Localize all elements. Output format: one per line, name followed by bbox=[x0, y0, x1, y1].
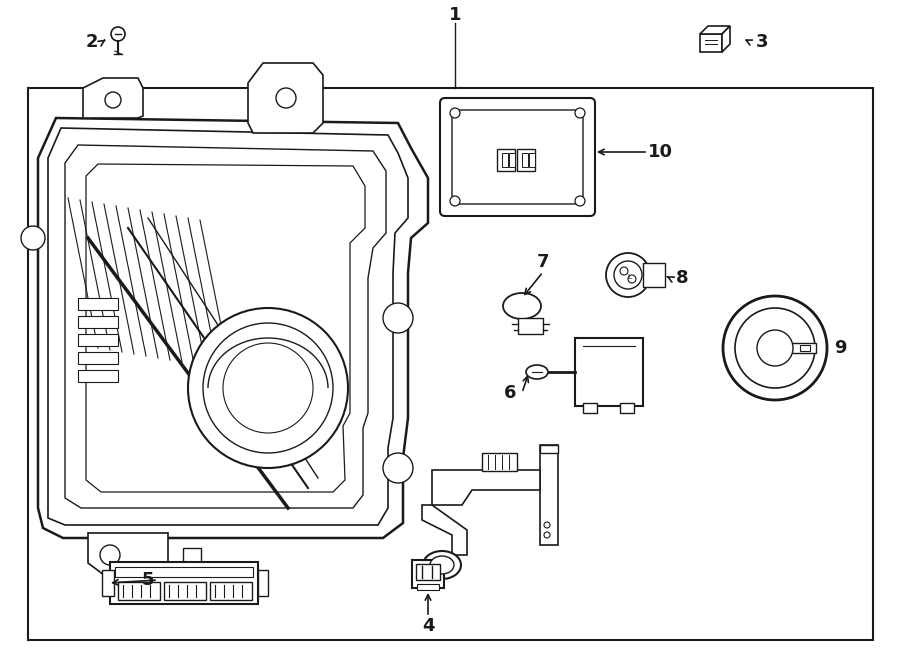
Bar bbox=[412, 560, 444, 588]
Bar bbox=[620, 403, 634, 413]
Circle shape bbox=[735, 308, 815, 388]
Circle shape bbox=[575, 196, 585, 206]
Bar bbox=[583, 403, 597, 413]
Text: 9: 9 bbox=[833, 339, 846, 357]
Bar bbox=[118, 582, 160, 600]
Bar bbox=[28, 88, 873, 640]
Circle shape bbox=[105, 92, 121, 108]
Bar bbox=[78, 334, 118, 346]
Circle shape bbox=[188, 308, 348, 468]
Text: 3: 3 bbox=[756, 33, 769, 51]
Polygon shape bbox=[722, 26, 730, 52]
Circle shape bbox=[628, 275, 636, 283]
Polygon shape bbox=[38, 118, 428, 538]
Circle shape bbox=[223, 343, 313, 433]
Polygon shape bbox=[248, 63, 323, 133]
Circle shape bbox=[723, 296, 827, 400]
Bar bbox=[540, 445, 558, 545]
Polygon shape bbox=[88, 533, 168, 578]
FancyBboxPatch shape bbox=[440, 98, 595, 216]
Circle shape bbox=[383, 453, 413, 483]
Circle shape bbox=[21, 226, 45, 250]
Bar bbox=[529, 153, 535, 167]
Bar bbox=[210, 582, 252, 600]
Bar bbox=[417, 584, 439, 590]
Circle shape bbox=[100, 545, 120, 565]
Text: 7: 7 bbox=[536, 253, 549, 271]
Circle shape bbox=[614, 261, 642, 289]
Circle shape bbox=[575, 108, 585, 118]
Bar bbox=[183, 573, 201, 591]
Bar bbox=[497, 149, 515, 171]
Polygon shape bbox=[432, 470, 540, 505]
Bar bbox=[115, 567, 253, 577]
Text: 10: 10 bbox=[647, 143, 672, 161]
Bar bbox=[522, 153, 528, 167]
Ellipse shape bbox=[423, 551, 461, 579]
Circle shape bbox=[544, 532, 550, 538]
Circle shape bbox=[450, 196, 460, 206]
Circle shape bbox=[606, 253, 650, 297]
Bar bbox=[509, 153, 515, 167]
Text: 5: 5 bbox=[142, 571, 154, 589]
Circle shape bbox=[111, 27, 125, 41]
Polygon shape bbox=[540, 445, 558, 453]
Text: 2: 2 bbox=[86, 33, 98, 51]
Circle shape bbox=[383, 303, 413, 333]
Bar bbox=[164, 582, 206, 600]
Text: 8: 8 bbox=[676, 269, 688, 287]
Circle shape bbox=[757, 330, 793, 366]
Bar bbox=[78, 298, 118, 310]
Circle shape bbox=[203, 323, 333, 453]
Polygon shape bbox=[86, 164, 365, 492]
Circle shape bbox=[544, 522, 550, 528]
Bar bbox=[517, 149, 535, 171]
Ellipse shape bbox=[526, 365, 548, 379]
Polygon shape bbox=[700, 34, 722, 52]
Bar bbox=[258, 570, 268, 596]
Text: 1: 1 bbox=[449, 6, 461, 24]
Bar bbox=[518, 318, 543, 334]
Polygon shape bbox=[48, 128, 408, 525]
Bar bbox=[502, 153, 508, 167]
Bar bbox=[643, 263, 665, 287]
Ellipse shape bbox=[430, 556, 454, 574]
Circle shape bbox=[276, 88, 296, 108]
Bar bbox=[183, 548, 201, 566]
Bar bbox=[800, 345, 810, 351]
Text: 4: 4 bbox=[422, 617, 434, 635]
Text: 6: 6 bbox=[504, 384, 517, 402]
Polygon shape bbox=[700, 26, 730, 34]
Polygon shape bbox=[83, 78, 143, 118]
Bar bbox=[102, 570, 114, 596]
Bar bbox=[788, 343, 816, 353]
Polygon shape bbox=[422, 505, 467, 555]
FancyBboxPatch shape bbox=[452, 110, 583, 204]
Text: L: L bbox=[627, 274, 631, 280]
Circle shape bbox=[450, 108, 460, 118]
Bar bbox=[575, 338, 643, 406]
Polygon shape bbox=[65, 145, 386, 508]
Bar bbox=[78, 352, 118, 364]
Circle shape bbox=[620, 267, 628, 275]
Bar bbox=[78, 316, 118, 328]
Bar bbox=[482, 453, 517, 471]
Bar bbox=[110, 562, 258, 604]
Bar bbox=[416, 564, 440, 580]
Ellipse shape bbox=[503, 293, 541, 319]
Bar bbox=[78, 370, 118, 382]
